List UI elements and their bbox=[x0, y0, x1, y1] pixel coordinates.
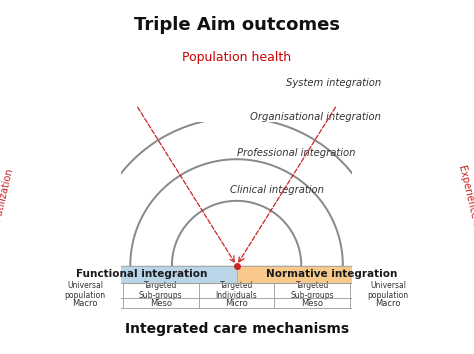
Text: Normative integration: Normative integration bbox=[265, 269, 397, 279]
Text: Macro: Macro bbox=[72, 298, 98, 308]
Text: Micro: Micro bbox=[225, 298, 248, 308]
Text: Macro: Macro bbox=[375, 298, 401, 308]
Text: Universal
population: Universal population bbox=[64, 281, 106, 300]
Text: Targeted
Individuals: Targeted Individuals bbox=[216, 281, 257, 300]
Text: Universal
population: Universal population bbox=[367, 281, 409, 300]
Text: Experience of care: Experience of care bbox=[457, 164, 474, 255]
Text: Functional integration: Functional integration bbox=[76, 269, 208, 279]
Text: Meso: Meso bbox=[150, 298, 172, 308]
Text: Targeted
Sub-groups: Targeted Sub-groups bbox=[291, 281, 334, 300]
Bar bbox=[47, 266, 237, 283]
Text: Population health: Population health bbox=[182, 51, 291, 64]
Text: Clinical integration: Clinical integration bbox=[230, 185, 324, 195]
Text: Triple Aim outcomes: Triple Aim outcomes bbox=[134, 17, 339, 34]
Text: Meso: Meso bbox=[301, 298, 323, 308]
Text: Cost & utilization: Cost & utilization bbox=[0, 168, 15, 251]
Bar bbox=[237, 266, 426, 283]
Text: Professional integration: Professional integration bbox=[237, 148, 356, 158]
Text: Targeted
Sub-groups: Targeted Sub-groups bbox=[139, 281, 182, 300]
Text: Organisational integration: Organisational integration bbox=[250, 112, 381, 122]
Text: System integration: System integration bbox=[286, 78, 381, 88]
Text: Integrated care mechanisms: Integrated care mechanisms bbox=[125, 322, 349, 336]
